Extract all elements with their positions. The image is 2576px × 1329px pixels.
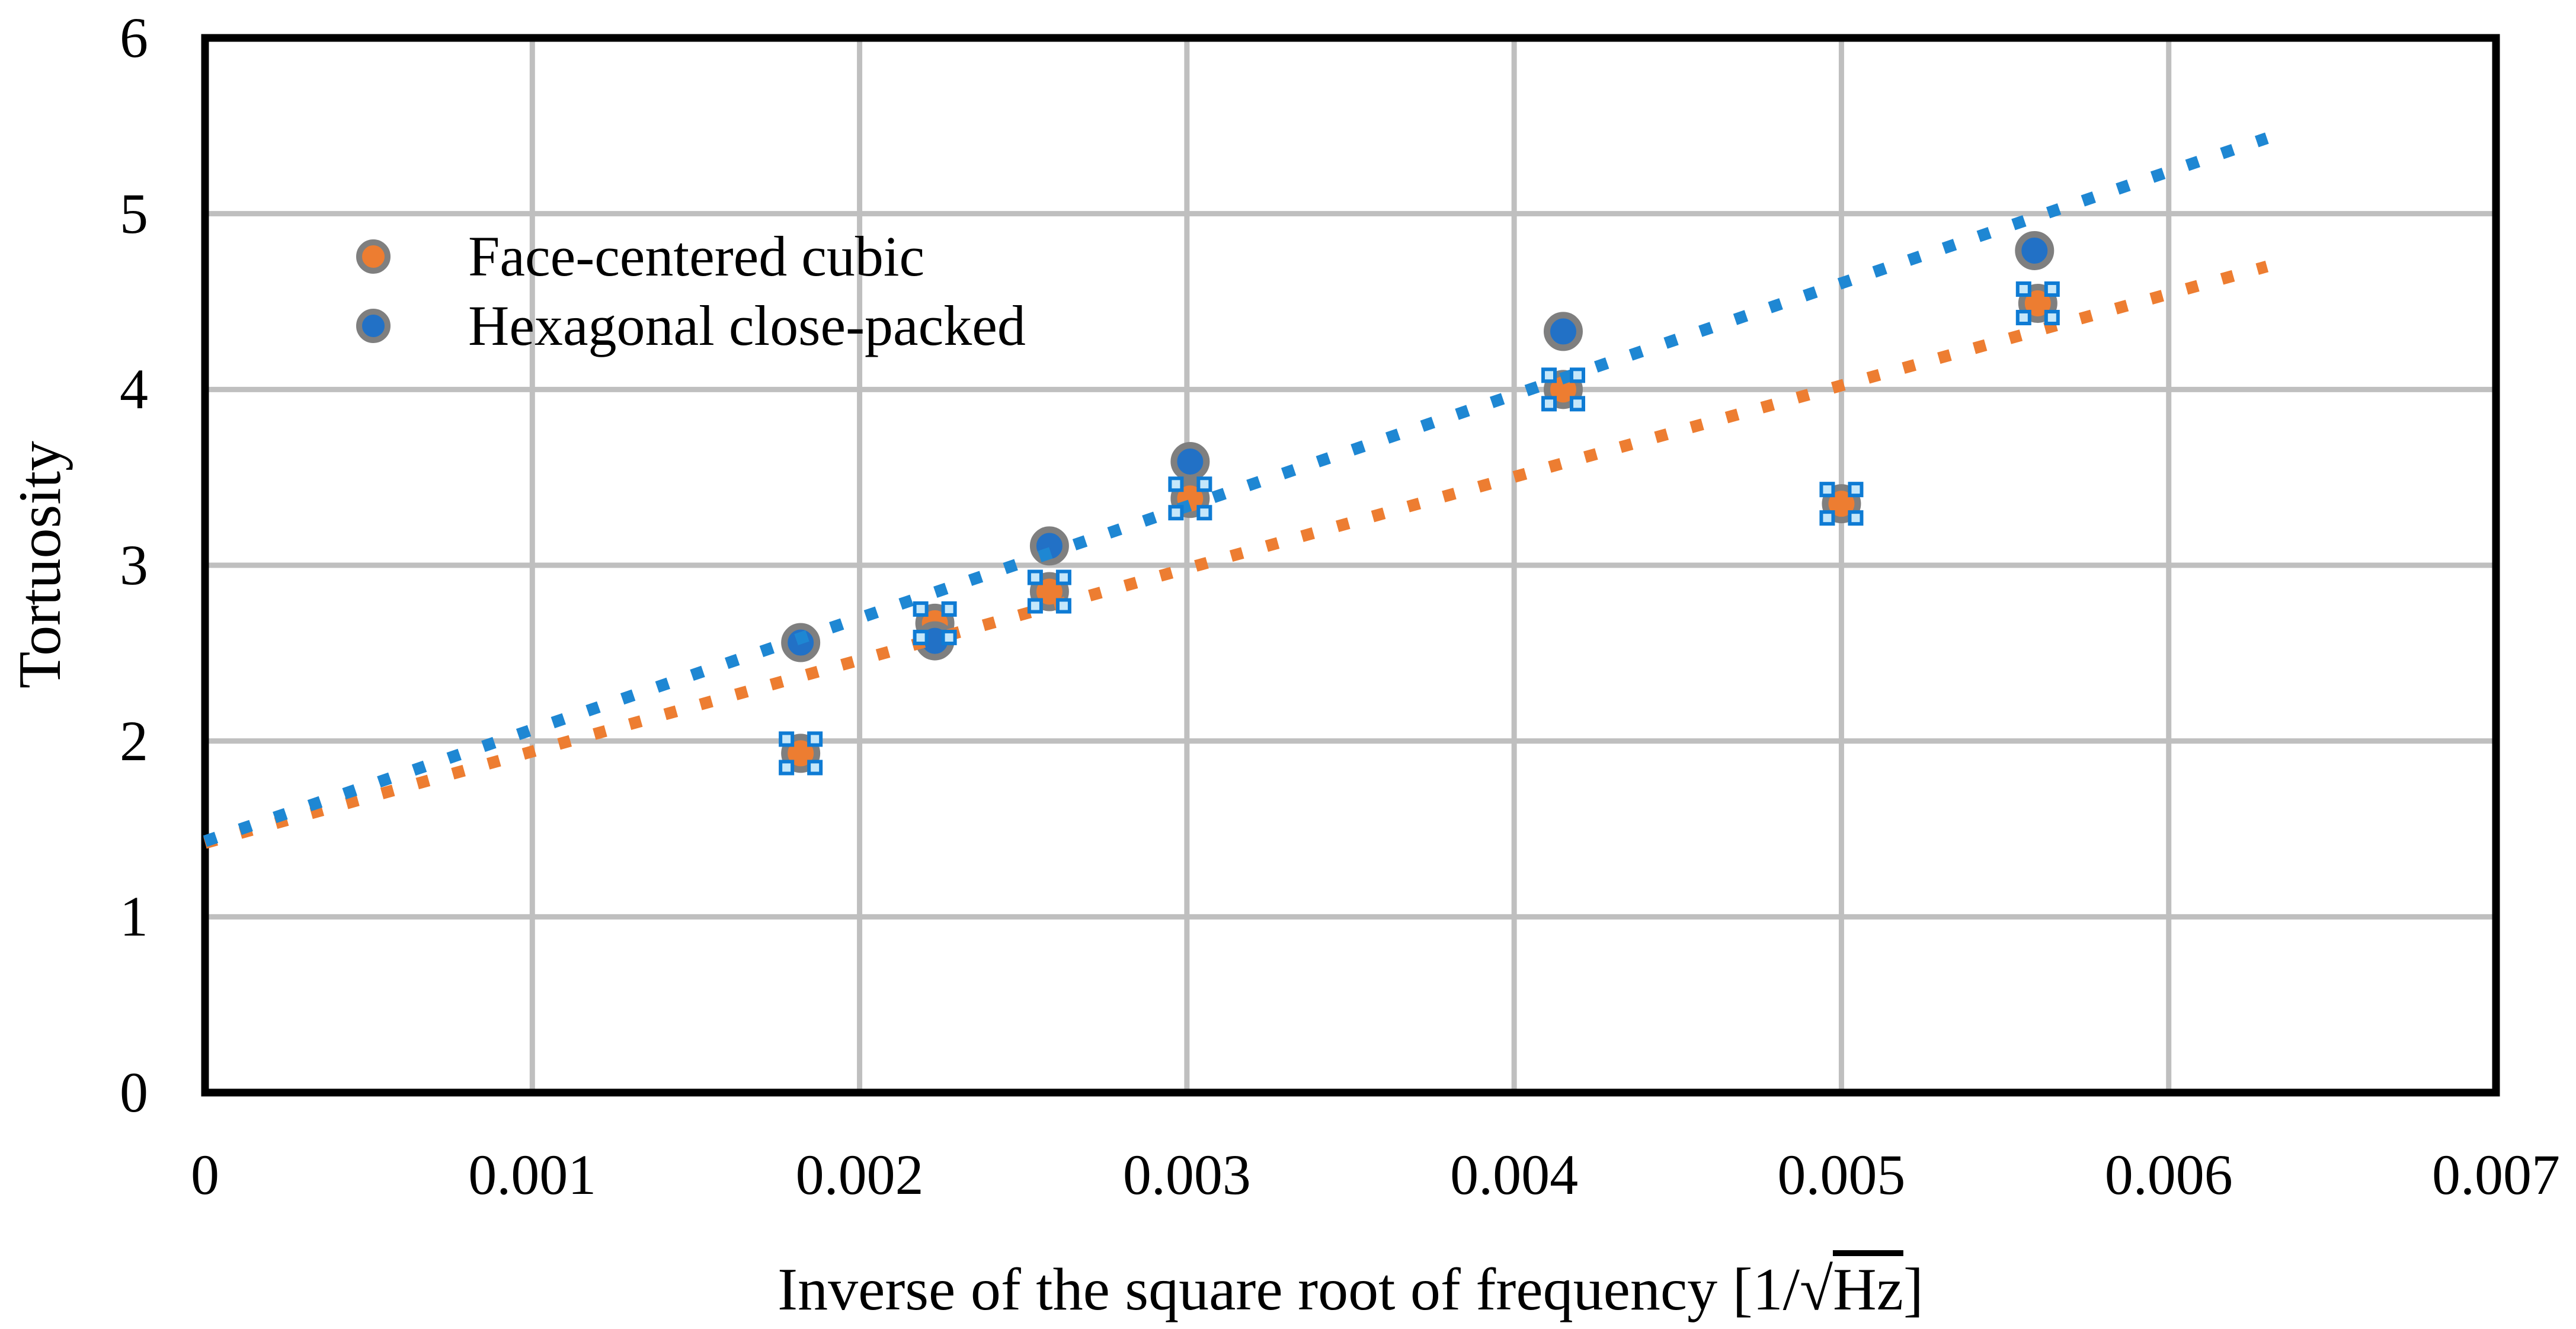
selection-handle-icon [1541, 367, 1557, 383]
selection-handle-icon [913, 601, 929, 617]
plot-area-border [201, 34, 2500, 1097]
x-tick-label[interactable]: 0.001 [468, 1143, 597, 1206]
gridlines [205, 38, 2496, 1093]
selection-handles [779, 281, 2060, 776]
y-tick-label[interactable]: 1 [120, 885, 148, 949]
y-tick-label[interactable]: 3 [120, 533, 148, 597]
x-tick-label[interactable]: 0.004 [1450, 1143, 1579, 1206]
selection-handle-icon [1196, 505, 1212, 521]
y-tick-label[interactable]: 5 [120, 181, 148, 245]
selection-handle-icon [1819, 482, 1835, 498]
legend-label: Hexagonal close-packed [468, 294, 1026, 357]
data-point-hcp[interactable] [2015, 230, 2055, 270]
x-axis-title[interactable]: Inverse of the square root of frequency … [777, 1251, 1924, 1328]
legend-marker-fcc-icon [356, 239, 391, 274]
selection-handle-icon [913, 629, 929, 645]
selection-handle-icon [941, 601, 957, 617]
legend-marker-hcp-icon [356, 309, 391, 343]
selection-handle-icon [1168, 476, 1184, 492]
x-tick-label[interactable]: 0.003 [1122, 1143, 1251, 1206]
x-tick-label[interactable]: 0 [191, 1143, 219, 1206]
selection-handle-icon [1569, 396, 1585, 412]
selection-handle-icon [1569, 367, 1585, 383]
selection-handle-icon [941, 629, 957, 645]
selection-handle-icon [779, 731, 795, 747]
selection-handle-icon [2044, 281, 2060, 297]
legend-item-hexagonal-close-packed[interactable]: Hexagonal close-packed [353, 291, 1026, 361]
trendlines [203, 132, 2269, 849]
selection-handle-icon [1819, 510, 1835, 526]
selection-handle-icon [807, 760, 823, 776]
x-tick-label[interactable]: 0.007 [2432, 1143, 2560, 1206]
trendline-fcc[interactable] [203, 261, 2269, 849]
x-tick-label[interactable]: 0.002 [795, 1143, 924, 1206]
y-tick-label[interactable]: 4 [120, 357, 148, 421]
selection-handle-icon [1196, 476, 1212, 492]
x-axis-title-suffix: ] [1903, 1256, 1924, 1323]
selection-handle-icon [1027, 598, 1043, 614]
selection-handle-icon [1848, 510, 1864, 526]
selection-handle-icon [1055, 598, 1071, 614]
y-tick-label[interactable]: 6 [120, 6, 148, 69]
selection-handle-icon [2044, 309, 2060, 325]
selection-handle-icon [1168, 505, 1184, 521]
selection-handle-icon [1848, 482, 1864, 498]
data-point-hcp[interactable] [1543, 312, 1583, 351]
x-axis-title-radicand: Hz [1832, 1256, 1903, 1323]
y-tick-label[interactable]: 0 [120, 1061, 148, 1124]
x-tick-label[interactable]: 0.005 [1777, 1143, 1906, 1206]
selection-handle-icon [1027, 569, 1043, 585]
selection-handle-icon [1055, 569, 1071, 585]
selection-handle-icon [779, 760, 795, 776]
legend-item-face-centered-cubic[interactable]: Face-centered cubic [353, 222, 924, 292]
x-axis-title-prefix: Inverse of the square root of frequency … [777, 1256, 1833, 1323]
legend-label: Face-centered cubic [468, 225, 925, 288]
selection-handle-icon [2015, 281, 2031, 297]
x-tick-label[interactable]: 0.006 [2104, 1143, 2233, 1206]
data-point-hcp[interactable] [1170, 441, 1210, 481]
selection-handle-icon [2015, 309, 2031, 325]
selection-handle-icon [1541, 396, 1557, 412]
y-tick-label[interactable]: 2 [120, 709, 148, 773]
selection-handle-icon [807, 731, 823, 747]
